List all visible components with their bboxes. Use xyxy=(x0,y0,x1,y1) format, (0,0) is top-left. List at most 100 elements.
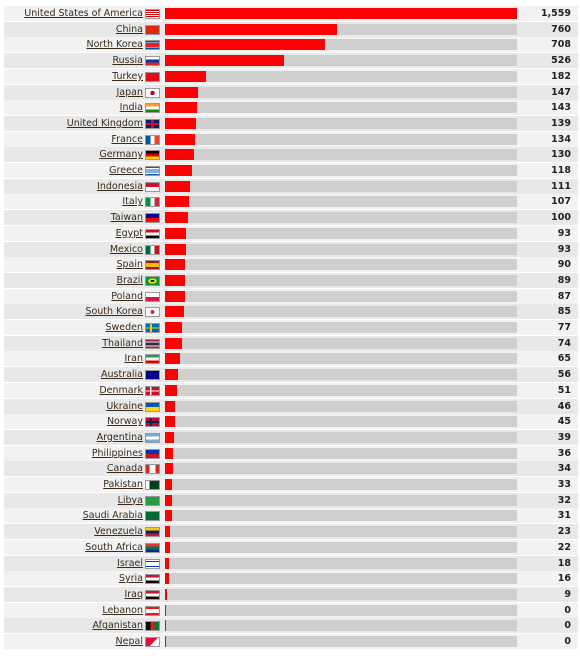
table-row: Norway 45 xyxy=(4,414,578,431)
bar-track xyxy=(165,369,517,381)
mexico-flag-icon xyxy=(145,244,160,255)
country-name-link[interactable]: Turkey xyxy=(112,70,143,82)
lebanon-flag-icon xyxy=(145,605,160,616)
bar xyxy=(165,39,325,51)
country-name-link[interactable]: Argentina xyxy=(96,431,143,443)
bar-track xyxy=(165,165,517,176)
country-name-link[interactable]: United States of America xyxy=(24,8,143,19)
country-name-link[interactable]: Iraq xyxy=(124,588,143,600)
country-name-link[interactable]: Sweden xyxy=(105,322,143,333)
bar xyxy=(165,337,182,349)
country-name-link[interactable]: Saudi Arabia xyxy=(82,510,143,522)
philippines-flag-icon xyxy=(145,448,160,459)
sweden-flag-icon xyxy=(145,323,160,333)
value-label: 34 xyxy=(557,463,571,475)
bar-track xyxy=(165,431,517,443)
bar xyxy=(165,180,191,192)
country-name-link[interactable]: Ukraine xyxy=(106,400,143,412)
country-name-link[interactable]: Italy xyxy=(122,196,143,208)
uk-flag-icon xyxy=(145,118,160,129)
country-name-link[interactable]: Syria xyxy=(118,573,143,585)
bar-track xyxy=(165,227,517,239)
country-name-link[interactable]: Germany xyxy=(99,149,143,161)
table-row: France 134 xyxy=(4,131,578,148)
value-label: 100 xyxy=(551,212,571,224)
country-name-link[interactable]: Afganistan xyxy=(92,620,143,632)
canada-flag-icon xyxy=(145,464,160,475)
table-row: Australia 56 xyxy=(4,367,578,384)
bar xyxy=(165,479,173,490)
bar-track xyxy=(165,102,517,114)
country-name-link[interactable]: Pakistan xyxy=(103,479,143,490)
country-name-link[interactable]: Brazil xyxy=(116,274,143,286)
country-name-link[interactable]: Australia xyxy=(100,369,143,381)
bar xyxy=(165,557,170,569)
bar xyxy=(165,102,198,114)
country-name-link[interactable]: United Kingdom xyxy=(66,117,143,129)
country-name-link[interactable]: Israel xyxy=(117,557,143,569)
bar xyxy=(165,212,188,224)
bar-track xyxy=(165,447,517,459)
country-name-link[interactable]: Denmark xyxy=(99,384,143,396)
country-name-link[interactable]: Norway xyxy=(106,416,143,428)
table-row: Egypt 93 xyxy=(4,225,578,242)
country-name-link[interactable]: South Korea xyxy=(85,306,143,318)
south-africa-flag-icon xyxy=(145,542,160,553)
bar-track xyxy=(165,384,517,396)
russia-flag-icon xyxy=(145,56,160,67)
country-name-link[interactable]: Taiwan xyxy=(110,212,143,224)
bar-track xyxy=(165,8,517,19)
table-row: Russia 526 xyxy=(4,53,578,70)
bar xyxy=(165,604,166,616)
bar-track xyxy=(165,133,517,145)
bar-track xyxy=(165,526,517,538)
country-name-link[interactable]: Lebanon xyxy=(102,604,143,616)
value-label: 31 xyxy=(557,510,571,522)
bar xyxy=(165,274,186,286)
country-name-link[interactable]: France xyxy=(111,133,143,145)
value-label: 130 xyxy=(551,149,571,161)
ukraine-flag-icon xyxy=(145,401,160,412)
table-row: Germany 130 xyxy=(4,147,578,164)
bar xyxy=(165,541,170,553)
table-row: Poland 87 xyxy=(4,288,578,305)
country-name-link[interactable]: China xyxy=(115,23,143,35)
bar xyxy=(165,243,186,255)
country-name-link[interactable]: India xyxy=(119,102,143,114)
country-name-link[interactable]: Spain xyxy=(116,259,143,271)
country-name-link[interactable]: South Africa xyxy=(85,541,143,553)
bar xyxy=(165,290,185,302)
country-name-link[interactable]: Philippines xyxy=(91,447,143,459)
table-row: Ukraine 46 xyxy=(4,398,578,415)
country-name-link[interactable]: Russia xyxy=(112,55,143,67)
country-name-link[interactable]: Greece xyxy=(109,165,143,176)
country-name-link[interactable]: Venezuela xyxy=(94,526,143,538)
country-name-link[interactable]: Iran xyxy=(124,353,143,365)
venezuela-flag-icon xyxy=(145,527,160,538)
value-label: 9 xyxy=(564,588,571,600)
country-name-link[interactable]: Poland xyxy=(111,290,143,302)
country-name-link[interactable]: Indonesia xyxy=(97,180,143,192)
table-row: Turkey 182 xyxy=(4,68,578,85)
value-label: 0 xyxy=(564,636,571,647)
value-label: 760 xyxy=(551,23,571,35)
country-name-link[interactable]: Libya xyxy=(117,494,143,506)
bar-track xyxy=(165,604,517,616)
country-name-link[interactable]: Thailand xyxy=(102,337,143,349)
bar xyxy=(165,620,166,632)
table-row: United Kingdom 139 xyxy=(4,115,578,132)
country-name-link[interactable]: Canada xyxy=(106,463,143,475)
bar xyxy=(165,70,207,82)
bar-track xyxy=(165,557,517,569)
country-name-link[interactable]: Egypt xyxy=(115,227,143,239)
country-name-link[interactable]: Japan xyxy=(116,86,144,98)
bar-track xyxy=(165,290,517,302)
value-label: 708 xyxy=(551,39,571,51)
table-row: Thailand 74 xyxy=(4,335,578,352)
country-name-link[interactable]: Nepal xyxy=(115,636,143,647)
bar xyxy=(165,384,177,396)
country-name-link[interactable]: North Korea xyxy=(86,39,143,51)
table-row: Nepal 0 xyxy=(4,634,578,650)
country-name-link[interactable]: Mexico xyxy=(109,243,143,255)
bar-track xyxy=(165,510,517,522)
